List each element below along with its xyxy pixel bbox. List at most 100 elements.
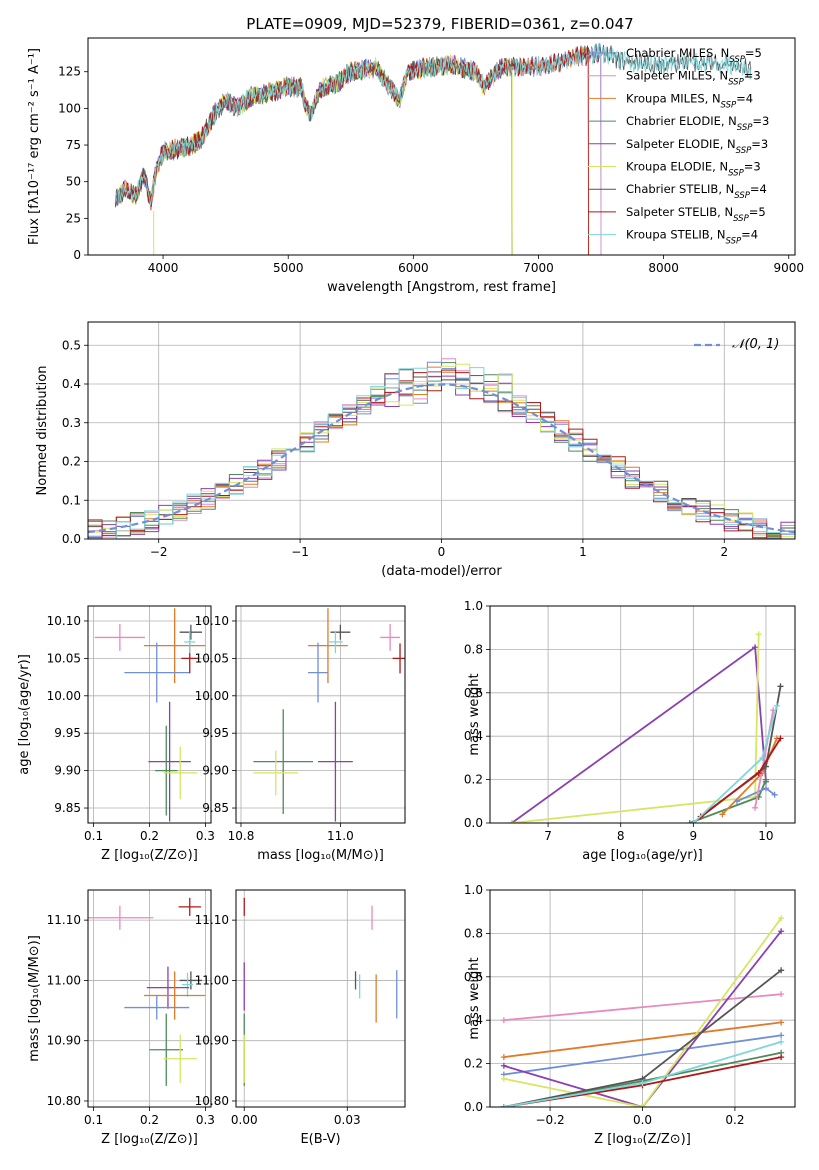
panel-spectrum: 4000 5000 6000 7000 8000 9000 0 25 50 75 100 125 wav… [27,37,804,295]
x-tick-label: 0.1 [84,1113,103,1127]
y-tick-label: 0.8 [464,926,483,940]
x-tick-label: 0.1 [84,829,103,843]
plot-frame [235,605,406,824]
y-axis-label: mass weight [467,957,482,1039]
legend-label: Kroupa MILES, NSSP=4 [626,91,753,110]
plot-frame [235,889,406,1108]
weight-marker [719,811,726,818]
x-tick-label: 0.3 [196,1113,215,1127]
x-tick-label: 2 [720,545,728,559]
weight-series [503,1021,782,1058]
errorbars [253,608,405,822]
y-axis-label: Normed distribution [35,366,50,496]
x-tick-label: −0.2 [536,1113,565,1127]
y-tick-label: 0.8 [464,642,483,656]
x-tick-label: 0.2 [725,1113,744,1127]
plot-frame [489,889,796,1108]
y-tick-label: 1.0 [464,599,483,613]
x-axis-label: age [log₁₀(age/yr)] [582,848,703,863]
x-tick-label: 10.8 [228,829,255,843]
weight-marker [762,776,769,783]
panel-weight_vs_Z: −0.2 0.0 0.2 0.0 0.2 0.4 0.6 0.8 1.0 Z [log₁₀(Z/Z… [464,883,796,1147]
x-tick-label: −1 [291,545,309,559]
weight-marker [686,820,693,823]
x-tick-label: 8000 [648,261,679,275]
panel-age_vs_Z: 0.1 0.2 0.3 9.85 9.90 9.95 10.00 10.05 10.10 Z [l… [17,605,215,863]
y-tick-label: 10.90 [195,1034,229,1048]
weight-marker [777,683,784,690]
weight-marker [778,1054,785,1061]
weight-marker [778,1038,785,1045]
y-tick-label: 0.4 [62,377,81,391]
y-tick-label: 10.10 [47,614,81,628]
x-axis-label: wavelength [Angstrom, rest frame] [327,280,556,295]
legend-label: Salpeter STELIB, NSSP=5 [626,205,766,224]
y-tick-label: 0.2 [62,455,81,469]
x-tick-label: 0.0 [633,1113,652,1127]
y-tick-label: 0.2 [464,773,483,787]
figure-title: PLATE=0909, MJD=52379, FIBERID=0361, z=0… [246,15,633,33]
y-axis-label: mass [log₁₀(M/M⊙)] [27,935,42,1062]
x-tick-label: 0.00 [231,1113,258,1127]
x-tick-label: 11.0 [327,829,354,843]
x-axis-label: Z [log₁₀(Z/Z⊙)] [101,1132,198,1147]
weight-marker [639,1080,646,1087]
plot-frame [87,37,796,256]
legend-label: Kroupa STELIB, NSSP=4 [626,228,758,247]
y-tick-label: 0.6 [464,686,483,700]
weight-marker [777,735,784,742]
y-tick-label: 0 [73,248,81,262]
errorbars [88,897,206,1086]
weight-lines [508,631,784,823]
y-tick-label: 100 [58,101,81,115]
y-tick-label: 1.0 [464,883,483,897]
y-tick-label: 0.3 [62,416,81,430]
y-tick-label: 11.00 [47,973,81,987]
spectrum-lines [115,42,752,255]
weight-marker [500,1017,507,1024]
y-tick-label: 0.5 [62,338,81,352]
y-tick-label: 25 [66,211,81,225]
x-axis-label: E(B-V) [300,1132,340,1147]
errorbars [94,608,206,822]
x-tick-label: 0.3 [196,829,215,843]
y-tick-label: 50 [66,175,81,189]
weight-marker [778,928,785,935]
weight-marker [778,991,785,998]
weight-marker [500,1054,507,1061]
y-tick-label: 10.80 [195,1094,229,1108]
x-tick-label: 4000 [148,261,179,275]
weight-marker [733,798,740,805]
x-axis-label: (data-model)/error [381,564,502,579]
y-tick-label: 11.10 [195,913,229,927]
x-tick-label: 10 [758,829,773,843]
legend-label: 𝒩(0, 1) [732,337,779,352]
weight-series [511,634,760,823]
y-tick-label: 0.0 [464,1100,483,1114]
x-axis-label: mass [log₁₀(M/M⊙)] [257,848,384,863]
legend-label: Chabrier STELIB, NSSP=4 [626,182,767,201]
y-tick-label: 11.10 [47,913,81,927]
x-tick-label: 0.2 [140,829,159,843]
errorbars [243,897,398,1086]
spectrum-series [117,46,589,255]
panel-residuals: −2 −1 0 1 2 0.0 0.1 0.2 0.3 0.4 0.5 (data-model)/er… [35,321,796,579]
y-tick-label: 10.05 [47,651,81,665]
x-tick-label: 0.03 [334,1113,361,1127]
panel-age_vs_mass: 10.8 11.0 9.85 9.90 9.95 10.00 10.05 10.10 mass … [195,605,406,863]
histogram-series [88,367,795,539]
y-tick-label: 0.6 [464,970,483,984]
weight-marker [773,702,780,709]
panel-mass_vs_ebv: 0.00 0.03 10.80 10.90 11.00 11.10 E(B-V) [195,889,406,1147]
histograms [88,358,795,539]
y-tick-label: 9.90 [202,764,229,778]
legend-label: Salpeter ELODIE, NSSP=3 [626,137,768,156]
weight-marker [759,754,766,761]
spectrum-series [116,45,589,255]
y-tick-label: 0.1 [62,493,81,507]
legend-label: Chabrier ELODIE, NSSP=3 [626,114,769,133]
weight-marker [755,770,762,777]
weight-marker [500,1104,507,1107]
x-tick-label: 0 [438,545,446,559]
